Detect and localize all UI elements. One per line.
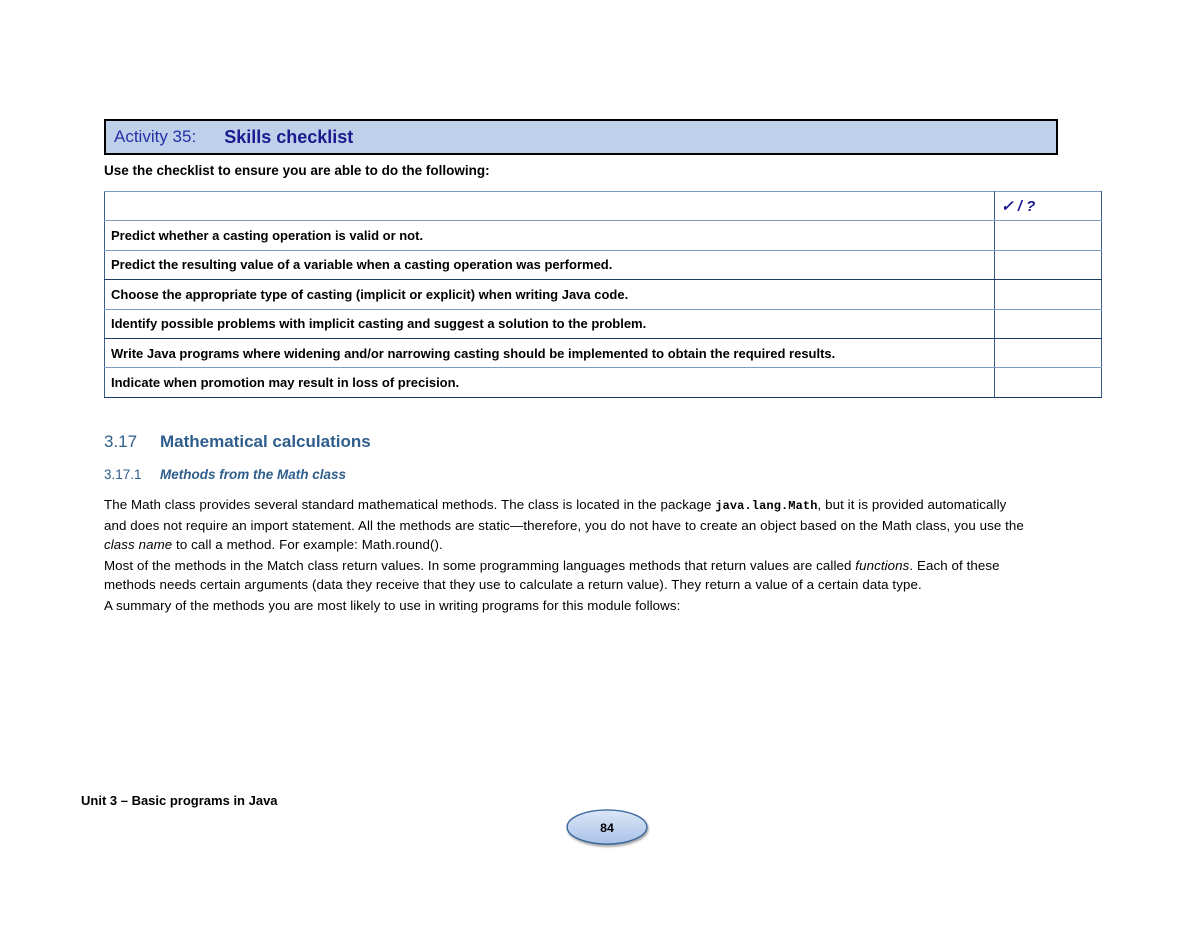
svg-text:84: 84 xyxy=(600,821,614,835)
